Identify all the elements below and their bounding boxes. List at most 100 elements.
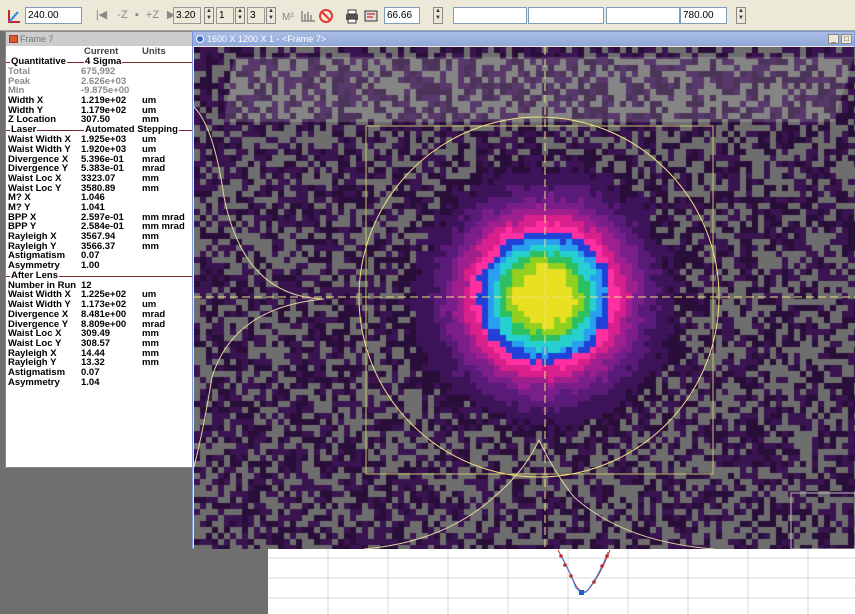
result-value: 8.481e+00 [81, 308, 127, 320]
result-value: 5.383e-01 [81, 163, 124, 175]
result-unit: mm [142, 172, 159, 184]
restore-button[interactable]: □ [841, 34, 852, 44]
results-table: Quantitative 4 Sigma Total 675,992 Peak 2.626… [6, 57, 195, 387]
arrow-icon[interactable] [6, 8, 22, 24]
skip-forward-icon[interactable]: ▶| [163, 6, 182, 25]
spin1-field[interactable]: 1 [216, 7, 234, 24]
result-value: 3580.89 [81, 182, 116, 194]
caustic-graph [268, 548, 855, 614]
result-row: Waist Loc X 309.49 mm [6, 329, 195, 339]
result-row: Astigmatism 0.07 [6, 251, 195, 261]
result-unit: mm [142, 114, 159, 126]
result-unit: mm mrad [142, 211, 185, 223]
result-value: 1.173e+02 [81, 299, 127, 311]
result-row: Total 675,992 [6, 67, 195, 77]
result-label: Rayleigh X [8, 231, 57, 242]
result-row: BPP X 2.597e-01 mm mrad [6, 211, 195, 223]
printer-icon[interactable] [344, 8, 360, 24]
result-value: 2.597e-01 [81, 211, 124, 223]
section-sublabel: 4 Sigma [84, 56, 123, 67]
m2-icon[interactable]: M² [282, 9, 298, 23]
section-divider: Quantitative 4 Sigma [6, 57, 195, 67]
svg-text:M²: M² [282, 12, 294, 23]
result-unit: um [142, 299, 157, 311]
result-row: Waist Loc Y 3580.89 mm [6, 182, 195, 194]
result-value: 1.920e+03 [81, 143, 127, 155]
magnification-field[interactable]: 3.20 [173, 7, 201, 24]
zoom-spinner[interactable]: ▲ ▼ [433, 7, 443, 24]
result-value: 14.44 [81, 347, 105, 359]
right-value-spinner[interactable]: ▲ ▼ [736, 7, 746, 24]
result-value: 3566.37 [81, 240, 116, 252]
result-row: Waist Loc X 3323.07 mm [6, 174, 195, 184]
beam-profile-image[interactable] [194, 47, 855, 549]
result-row: Asymmetry 1.04 [6, 376, 195, 388]
result-row: Waist Width X 1.225e+02 um [6, 290, 195, 300]
magnification-spinner[interactable]: ▲ ▼ [204, 7, 214, 24]
result-value: 1.219e+02 [81, 95, 127, 107]
result-unit: mm [142, 231, 159, 242]
result-value: 12 [81, 279, 92, 291]
result-label: Asymmetry [8, 376, 60, 388]
minimize-button[interactable]: _ [828, 34, 839, 44]
result-unit: um [142, 95, 157, 107]
skip-back-icon[interactable]: |◀ [95, 9, 108, 21]
result-row: BPP Y 2.584e-01 mm mrad [6, 222, 195, 232]
results-window-title-bar: Frame 7 [6, 32, 195, 46]
result-row: Rayleigh X 3567.94 mm [6, 232, 195, 242]
spin2-spinner[interactable]: ▲ ▼ [266, 7, 276, 24]
no-icon[interactable] [318, 8, 334, 24]
results-window-title: Frame 7 [20, 34, 54, 44]
result-value: -9.875e+00 [81, 85, 130, 97]
result-unit: mm [142, 328, 159, 340]
result-unit: um [142, 104, 157, 116]
beam-window-title-bar[interactable]: 1600 X 1200 X 1 - <Frame 7> _ □ [193, 32, 854, 46]
result-label: Astigmatism [8, 366, 66, 378]
result-label: Divergence Y [8, 163, 69, 175]
result-value: 0.07 [81, 250, 100, 262]
result-value: 675,992 [81, 66, 116, 77]
right-value-field[interactable]: 780.00 [680, 7, 727, 24]
data-point [600, 564, 604, 568]
result-value: 1.041 [81, 201, 105, 213]
result-row: Divergence X 8.481e+00 mrad [6, 310, 195, 320]
result-unit: mm [142, 240, 159, 252]
section-sublabel: Automated Stepping [84, 124, 179, 136]
result-label: Waist Loc Y [8, 337, 62, 349]
result-value: 1.925e+03 [81, 134, 127, 146]
result-label: Peak [8, 75, 31, 87]
graph-icon[interactable] [300, 9, 316, 23]
result-label: Total [8, 66, 30, 77]
separator-dot-icon: ▪ [135, 9, 139, 21]
result-label: Z Location [8, 114, 57, 126]
spin2-field[interactable]: 3 [247, 7, 265, 24]
spin1-spinner[interactable]: ▲ ▼ [235, 7, 245, 24]
value-field[interactable]: 240.00 [25, 7, 82, 24]
data-point [563, 563, 567, 567]
status-field-1 [453, 7, 527, 24]
result-row: Min -9.875e+00 [6, 86, 195, 96]
waist-marker [579, 590, 584, 595]
result-row: Waist Width Y 1.173e+02 um [6, 300, 195, 310]
result-value: 308.57 [81, 337, 111, 349]
report-icon[interactable] [363, 8, 379, 24]
result-label: Rayleigh X [8, 347, 57, 359]
section-divider: Laser Automated Stepping [6, 124, 195, 136]
result-label: Width Y [8, 104, 44, 116]
toolbar: 240.00 |◀ -Z ▪ +Z ▶| 3.20 ▲▼ 1 ▲▼ 3 ▲▼ M… [0, 0, 855, 31]
result-unit: mrad [142, 153, 166, 165]
zoom-field[interactable]: 66.66 [384, 7, 420, 24]
data-point [569, 574, 573, 578]
result-row: Asymmetry 1.00 [6, 261, 195, 271]
column-header-current: Current [84, 46, 119, 57]
zoom-out-icon[interactable]: -Z [117, 9, 128, 21]
data-point [592, 580, 596, 584]
zoom-in-icon[interactable]: +Z [145, 9, 160, 21]
result-unit: mrad [142, 163, 166, 175]
status-field-2 [528, 7, 604, 24]
result-row: Z Location 307.50 mm [6, 115, 195, 125]
result-row: Width Y 1.179e+02 um [6, 106, 195, 116]
result-label: Waist Loc Y [8, 182, 62, 194]
result-label: Astigmatism [8, 250, 66, 262]
result-row: M? Y 1.041 [6, 203, 195, 213]
